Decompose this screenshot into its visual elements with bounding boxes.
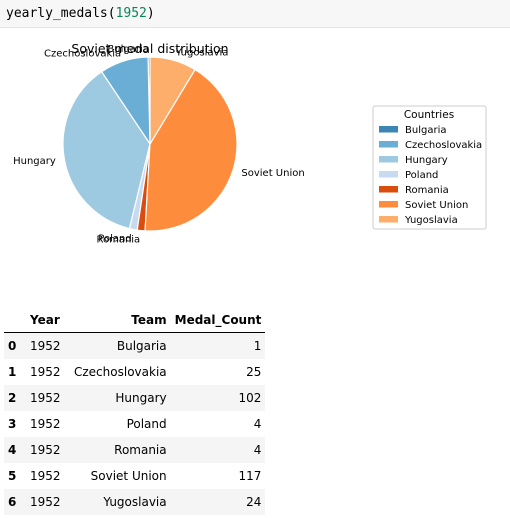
cell-medal-count: 24 (246, 495, 262, 509)
cell-team: Romania (114, 443, 167, 457)
code-cell[interactable]: yearly_medals(1952) (0, 0, 510, 28)
column-header-year: Year (26, 307, 70, 333)
medals-table: Year Team Medal_Count 0 1952 Bulgaria 1 1 195… (4, 307, 266, 515)
column-header-medal-count: Medal_Count (170, 307, 266, 333)
legend-items: Bulgaria Czechoslovakia Hungary Poland Roman… (379, 125, 482, 226)
table-header-row: Year Team Medal_Count (4, 307, 266, 333)
cell-medal-count: 4 (253, 417, 262, 431)
row-index: 4 (8, 443, 17, 457)
legend-label: Romania (405, 185, 449, 196)
legend-label: Hungary (405, 155, 448, 166)
legend-swatch (379, 141, 398, 148)
code-close-paren: ) (146, 6, 155, 21)
chart-title: Soviet medal distribution (71, 41, 228, 56)
column-header-team: Team (70, 307, 171, 333)
row-index: 1 (8, 365, 17, 379)
cell-medal-count: 1 (253, 339, 262, 353)
cell-team: Bulgaria (116, 339, 167, 353)
pie-slice-label: Soviet Union (241, 168, 304, 179)
legend-label: Czechoslovakia (405, 140, 482, 151)
table-body: 0 1952 Bulgaria 1 1 1952 Czechoslovakia 25 2 1952… (4, 332, 266, 515)
code-line: yearly_medals(1952) (6, 6, 155, 21)
pie-slice-label: Romania (96, 235, 140, 246)
legend-label: Soviet Union (405, 200, 468, 211)
code-function: yearly_medals (6, 6, 108, 21)
cell-team: Poland (126, 417, 167, 431)
legend-swatch (379, 186, 398, 193)
pie-slice (149, 56, 196, 147)
cell-team: Soviet Union (90, 469, 167, 483)
pie-slices (62, 56, 238, 232)
cell-medal-count: 102 (238, 391, 262, 405)
legend: Countries Bulgaria Czechoslovakia Hungary P… (372, 105, 487, 230)
cell-year: 1952 (30, 443, 61, 457)
row-index: 6 (8, 495, 17, 509)
pie-slice (62, 70, 151, 230)
legend-swatch (379, 126, 398, 133)
index-header (4, 307, 26, 333)
legend-frame (372, 105, 487, 230)
legend-label: Poland (405, 170, 438, 181)
table-row: 6 1952 Yugoslavia 24 (4, 489, 266, 515)
pie-slice-label: Bulgaria (107, 44, 148, 55)
cell-year: 1952 (30, 495, 61, 509)
cell-year: 1952 (30, 417, 61, 431)
row-index: 5 (8, 469, 17, 483)
table-row: 1 1952 Czechoslovakia 25 (4, 359, 265, 385)
legend-label: Bulgaria (405, 125, 446, 136)
table-row: 2 1952 Hungary 102 (4, 385, 266, 411)
pie-slice-label: Hungary (13, 156, 56, 167)
table-row: 4 1952 Romania 4 (4, 437, 266, 463)
code-argument: 1952 (115, 6, 147, 21)
row-index: 0 (8, 339, 17, 353)
table-row: 3 1952 Poland 4 (4, 411, 265, 437)
table-row: 5 1952 Soviet Union 117 (4, 463, 265, 489)
pie-slice-label: Yugoslavia (175, 47, 229, 58)
cell-year: 1952 (30, 339, 61, 353)
cell-team: Yugoslavia (103, 495, 167, 509)
table-row: 0 1952 Bulgaria 1 (4, 332, 266, 359)
pie-slice (144, 68, 238, 232)
cell-year: 1952 (30, 469, 61, 483)
cell-medal-count: 4 (253, 443, 262, 457)
row-index: 3 (8, 417, 17, 431)
pie-chart: Soviet medal distribution BulgariaCzecho… (13, 41, 487, 246)
cell-year: 1952 (30, 391, 61, 405)
legend-title: Countries (404, 109, 454, 121)
cell-medal-count: 25 (246, 365, 262, 379)
cell-team: Czechoslovakia (74, 365, 167, 379)
cell-year: 1952 (30, 365, 61, 379)
cell-team: Hungary (115, 391, 167, 405)
cell-medal-count: 117 (238, 469, 262, 483)
legend-swatch (379, 201, 398, 208)
pie-slice-label: Poland (98, 233, 131, 244)
code-open-paren: ( (107, 6, 116, 21)
row-index: 2 (8, 391, 17, 405)
legend-swatch (379, 171, 398, 178)
legend-swatch (379, 216, 398, 223)
legend-swatch (379, 156, 398, 163)
legend-label: Yugoslavia (404, 215, 458, 226)
pie-slice-label: Czechoslovakia (44, 48, 121, 59)
